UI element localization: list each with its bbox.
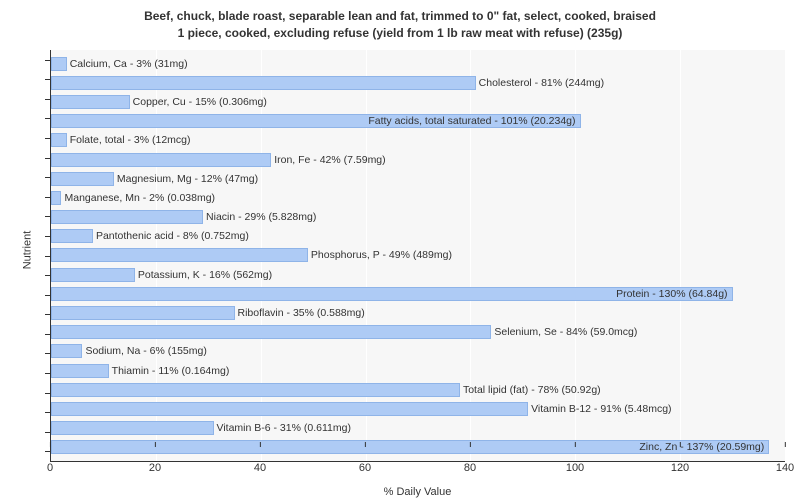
nutrient-bar-label: Copper, Cu - 15% (0.306mg) — [133, 96, 267, 108]
nutrient-bar-label: Folate, total - 3% (12mcg) — [70, 134, 191, 146]
nutrient-bar: Magnesium, Mg - 12% (47mg) — [51, 172, 114, 186]
nutrient-bar: Folate, total - 3% (12mcg) — [51, 133, 67, 147]
nutrient-bar-label: Vitamin B-12 - 91% (5.48mcg) — [531, 403, 671, 415]
bar-row: Riboflavin - 35% (0.588mg) — [51, 305, 785, 321]
bar-row: Selenium, Se - 84% (59.0mcg) — [51, 324, 785, 340]
x-tick-label: 140 — [776, 462, 794, 474]
x-tick-label: 120 — [671, 462, 689, 474]
bar-row: Total lipid (fat) - 78% (50.92g) — [51, 382, 785, 398]
nutrient-bar: Fatty acids, total saturated - 101% (20.… — [51, 114, 581, 128]
nutrient-bar: Cholesterol - 81% (244mg) — [51, 76, 476, 90]
nutrient-bar: Total lipid (fat) - 78% (50.92g) — [51, 383, 460, 397]
nutrient-bar: Sodium, Na - 6% (155mg) — [51, 344, 82, 358]
nutrient-bar: Iron, Fe - 42% (7.59mg) — [51, 153, 271, 167]
x-tick-label: 40 — [254, 462, 266, 474]
nutrient-bar: Thiamin - 11% (0.164mg) — [51, 364, 109, 378]
bar-row: Sodium, Na - 6% (155mg) — [51, 343, 785, 359]
chart-title: Beef, chuck, blade roast, separable lean… — [0, 0, 800, 46]
bar-row: Manganese, Mn - 2% (0.038mg) — [51, 190, 785, 206]
bar-row: Zinc, Zn - 137% (20.59mg) — [51, 439, 785, 455]
nutrient-bar-label: Potassium, K - 16% (562mg) — [138, 269, 272, 281]
x-tick-label: 80 — [464, 462, 476, 474]
nutrient-bar-label: Selenium, Se - 84% (59.0mcg) — [494, 326, 637, 338]
bar-row: Vitamin B-12 - 91% (5.48mcg) — [51, 401, 785, 417]
bar-row: Vitamin B-6 - 31% (0.611mg) — [51, 420, 785, 436]
nutrient-bar-label: Riboflavin - 35% (0.588mg) — [238, 307, 365, 319]
nutrient-bar: Protein - 130% (64.84g) — [51, 287, 733, 301]
plot-area: Calcium, Ca - 3% (31mg) Cholesterol - 81%… — [50, 50, 785, 462]
nutrient-bar: Riboflavin - 35% (0.588mg) — [51, 306, 235, 320]
x-ticks: 020406080100120140 — [50, 462, 785, 482]
x-tick-label: 60 — [359, 462, 371, 474]
bar-row: Protein - 130% (64.84g) — [51, 286, 785, 302]
bar-row: Cholesterol - 81% (244mg) — [51, 75, 785, 91]
bar-row: Iron, Fe - 42% (7.59mg) — [51, 152, 785, 168]
nutrient-bar: Vitamin B-6 - 31% (0.611mg) — [51, 421, 214, 435]
bar-row: Copper, Cu - 15% (0.306mg) — [51, 94, 785, 110]
nutrient-bar-label: Total lipid (fat) - 78% (50.92g) — [463, 384, 601, 396]
nutrient-bar-label: Sodium, Na - 6% (155mg) — [85, 345, 206, 357]
bars-container: Calcium, Ca - 3% (31mg) Cholesterol - 81%… — [51, 50, 785, 461]
nutrient-bar: Copper, Cu - 15% (0.306mg) — [51, 95, 130, 109]
nutrient-bar: Calcium, Ca - 3% (31mg) — [51, 57, 67, 71]
nutrient-bar-label: Vitamin B-6 - 31% (0.611mg) — [217, 422, 351, 434]
nutrient-bar: Niacin - 29% (5.828mg) — [51, 210, 203, 224]
x-tick-label: 0 — [47, 462, 53, 474]
nutrient-bar: Phosphorus, P - 49% (489mg) — [51, 248, 308, 262]
bar-row: Thiamin - 11% (0.164mg) — [51, 363, 785, 379]
nutrient-bar: Manganese, Mn - 2% (0.038mg) — [51, 191, 61, 205]
nutrient-bar-label: Calcium, Ca - 3% (31mg) — [70, 58, 188, 70]
chart-title-line1: Beef, chuck, blade roast, separable lean… — [20, 8, 780, 25]
bar-row: Niacin - 29% (5.828mg) — [51, 209, 785, 225]
nutrient-bar-label: Zinc, Zn - 137% (20.59mg) — [639, 441, 764, 453]
nutrient-bar-label: Niacin - 29% (5.828mg) — [206, 211, 316, 223]
bar-row: Fatty acids, total saturated - 101% (20.… — [51, 113, 785, 129]
bar-row: Calcium, Ca - 3% (31mg) — [51, 56, 785, 72]
nutrient-bar: Vitamin B-12 - 91% (5.48mcg) — [51, 402, 528, 416]
chart-area: Calcium, Ca - 3% (31mg) Cholesterol - 81%… — [50, 50, 785, 462]
bar-row: Phosphorus, P - 49% (489mg) — [51, 247, 785, 263]
y-axis-label: Nutrient — [21, 231, 33, 270]
nutrient-bar-label: Iron, Fe - 42% (7.59mg) — [274, 154, 385, 166]
bar-row: Potassium, K - 16% (562mg) — [51, 267, 785, 283]
nutrient-bar: Selenium, Se - 84% (59.0mcg) — [51, 325, 491, 339]
bar-row: Pantothenic acid - 8% (0.752mg) — [51, 228, 785, 244]
x-tick-label: 100 — [566, 462, 584, 474]
nutrient-bar: Pantothenic acid - 8% (0.752mg) — [51, 229, 93, 243]
x-axis-label: % Daily Value — [50, 486, 785, 498]
nutrient-bar-label: Thiamin - 11% (0.164mg) — [112, 365, 230, 377]
gridline — [785, 50, 786, 461]
bar-row: Folate, total - 3% (12mcg) — [51, 132, 785, 148]
nutrient-bar-label: Pantothenic acid - 8% (0.752mg) — [96, 230, 249, 242]
x-tick-label: 20 — [149, 462, 161, 474]
nutrient-bar: Potassium, K - 16% (562mg) — [51, 268, 135, 282]
chart-title-line2: 1 piece, cooked, excluding refuse (yield… — [20, 25, 780, 42]
nutrient-bar-label: Cholesterol - 81% (244mg) — [479, 77, 604, 89]
nutrient-bar-label: Magnesium, Mg - 12% (47mg) — [117, 173, 258, 185]
nutrient-bar: Zinc, Zn - 137% (20.59mg) — [51, 440, 769, 454]
nutrient-bar-label: Fatty acids, total saturated - 101% (20.… — [368, 115, 575, 127]
nutrient-bar-label: Phosphorus, P - 49% (489mg) — [311, 249, 452, 261]
nutrient-bar-label: Protein - 130% (64.84g) — [616, 288, 727, 300]
nutrient-bar-label: Manganese, Mn - 2% (0.038mg) — [64, 192, 215, 204]
bar-row: Magnesium, Mg - 12% (47mg) — [51, 171, 785, 187]
